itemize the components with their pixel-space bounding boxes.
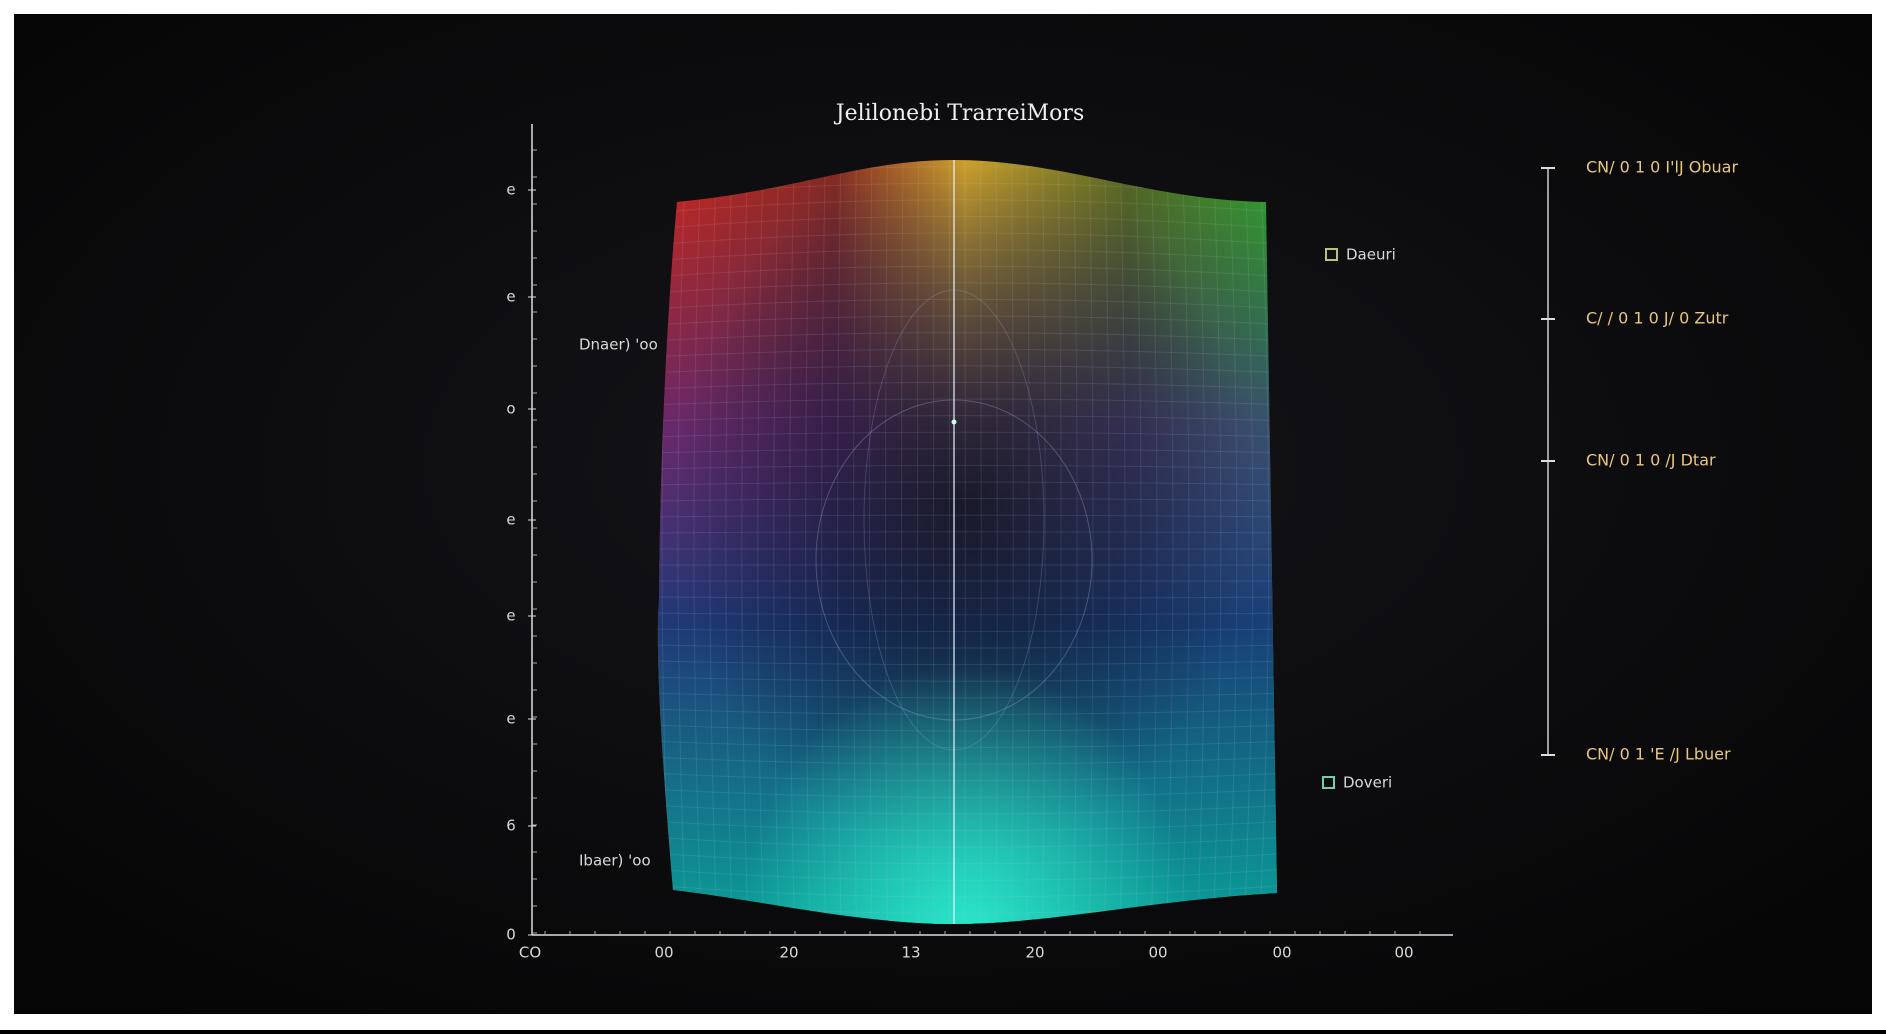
scale-label: C/ / 0 1 0 J/ 0 Zutr: [1586, 309, 1729, 328]
y-tick-label: e: [506, 181, 515, 199]
scale-label: CN/ 0 1 0 /J Dtar: [1586, 451, 1716, 470]
legend-label: Daeuri: [1346, 246, 1396, 264]
x-tick-label: CO: [519, 944, 541, 962]
y-tick-label: e: [506, 607, 515, 625]
chart-title: Jelilonebi TrarreiMors: [834, 101, 1084, 126]
x-tick-label: 13: [901, 944, 920, 962]
surface: [640, 150, 1290, 947]
center-dot: [952, 420, 957, 425]
annotation: Dnaer) 'oo: [579, 336, 658, 354]
x-tick-label: 20: [1025, 944, 1044, 962]
scale-label: CN/ 0 1 'E /J Lbuer: [1586, 745, 1731, 764]
x-tick-label: 00: [1148, 944, 1167, 962]
screen: Jelilonebi TrarreiMors e e o e e e 6 0CO 00 20 13 2…: [0, 0, 1886, 1030]
y-tick-label: e: [506, 511, 515, 529]
y-tick-label: e: [506, 288, 515, 306]
annotation: Ibaer) 'oo: [579, 852, 651, 870]
x-tick-label: 00: [1394, 944, 1413, 962]
x-tick-label: 00: [654, 944, 673, 962]
x-tick-label: 20: [779, 944, 798, 962]
y-tick-label: 0: [506, 926, 516, 944]
y-tick-label: e: [506, 710, 515, 728]
y-tick-label: 6: [506, 817, 516, 835]
legend-label: Doveri: [1343, 774, 1392, 792]
y-tick-label: o: [506, 400, 515, 418]
scale-label: CN/ 0 1 0 I'lJ Obuar: [1586, 158, 1738, 177]
x-tick-label: 00: [1272, 944, 1291, 962]
